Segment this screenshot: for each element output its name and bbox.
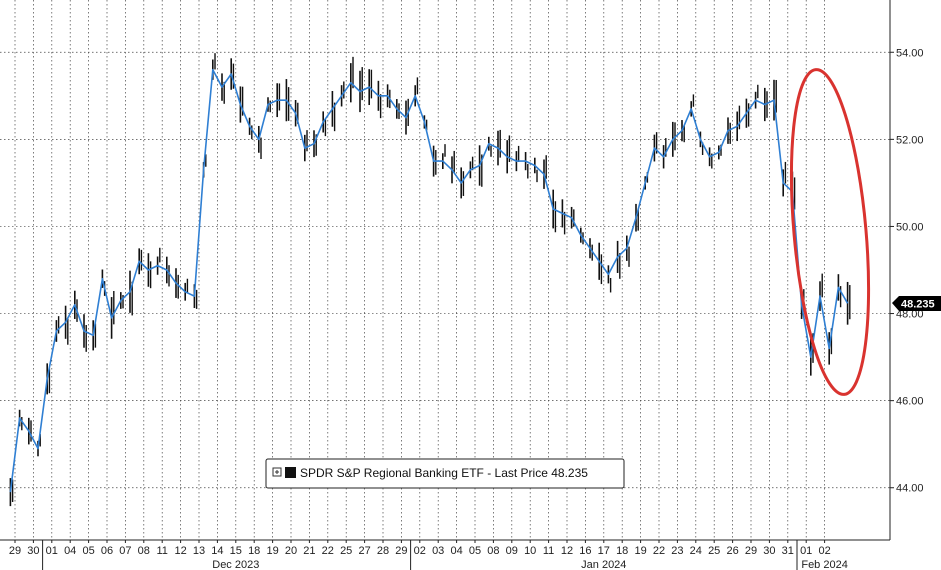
- x-tick-label: 30: [763, 545, 775, 557]
- x-tick-label: 08: [138, 545, 150, 557]
- price-line-layer: [9, 68, 849, 493]
- x-tick-label: 12: [174, 545, 186, 557]
- x-tick-label: 25: [340, 545, 352, 557]
- x-tick-label: 17: [598, 545, 610, 557]
- x-tick-label: 29: [395, 545, 407, 557]
- x-tick-label: 02: [818, 545, 830, 557]
- x-tick-label: 02: [414, 545, 426, 557]
- x-tick-label: 04: [64, 545, 76, 557]
- x-tick-label: 22: [653, 545, 665, 557]
- x-tick-label: 22: [322, 545, 334, 557]
- legend-label: SPDR S&P Regional Banking ETF - Last Pri…: [300, 466, 588, 480]
- grid-layer: [0, 0, 890, 540]
- x-tick-label: 29: [745, 545, 757, 557]
- x-tick-label: 14: [211, 545, 223, 557]
- last-price-value: 48.235: [901, 299, 935, 311]
- x-tick-label: 15: [230, 545, 242, 557]
- y-tick-label: 48.00: [896, 309, 924, 321]
- last-price-label: 48.235: [892, 296, 941, 311]
- x-tick-label: 28: [377, 545, 389, 557]
- annotation-layer: [789, 68, 871, 396]
- x-tick-label: 31: [782, 545, 794, 557]
- x-tick-label: 23: [671, 545, 683, 557]
- x-tick-label: 29: [9, 545, 21, 557]
- x-tick-label: 18: [248, 545, 260, 557]
- x-tick-label: 13: [193, 545, 205, 557]
- last-price-tag: [892, 296, 941, 311]
- y-tick-label: 54.00: [896, 47, 924, 59]
- x-tick-label: 26: [726, 545, 738, 557]
- x-tick-label: 06: [101, 545, 113, 557]
- price-bars: [9, 53, 851, 507]
- x-tick-label: 30: [27, 545, 39, 557]
- legend-swatch: [285, 467, 296, 478]
- y-tick-label: 44.00: [896, 483, 924, 495]
- x-tick-label: 09: [506, 545, 518, 557]
- legend-box: [265, 458, 625, 489]
- x-tick-label: 21: [303, 545, 315, 557]
- x-tick-label: 03: [432, 545, 444, 557]
- month-label: Feb 2024: [801, 559, 847, 570]
- x-tick-label: 04: [450, 545, 462, 557]
- month-label: Jan 2024: [581, 559, 626, 570]
- x-tick-label: 25: [708, 545, 720, 557]
- highlight-ellipse: [789, 68, 871, 396]
- x-tick-label: 05: [469, 545, 481, 557]
- x-tick-label: 05: [82, 545, 94, 557]
- x-tick-label: 07: [119, 545, 131, 557]
- x-tick-label: 11: [543, 545, 554, 557]
- x-tick-label: 16: [579, 545, 591, 557]
- x-tick-label: 18: [616, 545, 628, 557]
- x-tick-label: 19: [634, 545, 646, 557]
- price-line: [9, 68, 849, 493]
- y-tick-label: 46.00: [896, 396, 924, 408]
- x-tick-label: 10: [524, 545, 536, 557]
- x-tick-label: 27: [358, 545, 370, 557]
- month-label: Dec 2023: [212, 559, 259, 570]
- x-tick-label: 12: [561, 545, 573, 557]
- legend: SPDR S&P Regional Banking ETF - Last Pri…: [265, 458, 625, 489]
- x-tick-label: 24: [690, 545, 702, 557]
- y-tick-label: 52.00: [896, 134, 924, 146]
- x-tick-label: 11: [156, 545, 167, 557]
- x-tick-label: 01: [46, 545, 58, 557]
- x-tick-label: 20: [285, 545, 297, 557]
- x-tick-label: 01: [800, 545, 812, 557]
- x-tick-label: 19: [266, 545, 278, 557]
- x-tick-label: 08: [487, 545, 499, 557]
- y-tick-label: 50.00: [896, 221, 924, 233]
